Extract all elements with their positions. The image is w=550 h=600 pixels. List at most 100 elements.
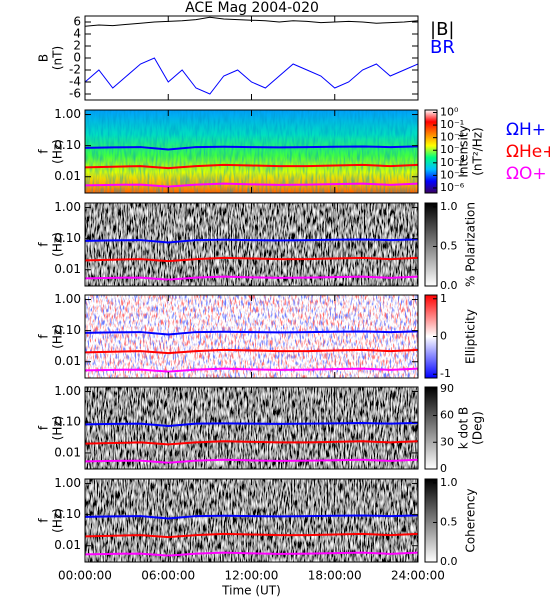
colorbar-tick-label: 0 bbox=[440, 462, 447, 475]
legend-entry: ΩHe+ bbox=[506, 142, 550, 162]
colorbar-label: (nT²/Hz) bbox=[471, 127, 485, 175]
y-tick-label: 0 bbox=[73, 51, 81, 65]
series-line bbox=[85, 256, 418, 263]
colorbar-tick-label: 0 bbox=[440, 330, 447, 343]
series-line bbox=[85, 367, 418, 373]
series-line bbox=[85, 440, 418, 446]
colorbar-tick-label: 10⁻⁶ bbox=[440, 181, 465, 194]
series-line bbox=[85, 330, 418, 336]
series-line bbox=[85, 348, 418, 355]
series-line bbox=[85, 458, 418, 464]
x-tick-label: 24:00:00 bbox=[391, 569, 445, 583]
y-tick-label: 6 bbox=[73, 15, 81, 29]
y-tick-label: 1.00 bbox=[54, 292, 81, 306]
spectrogram-texture bbox=[85, 110, 418, 193]
x-tick-label: 06:00:00 bbox=[141, 569, 195, 583]
y-tick-label: 0.10 bbox=[54, 507, 81, 521]
colorbar-tick-label: 10⁻² bbox=[440, 131, 464, 144]
spectrogram-texture bbox=[85, 479, 418, 562]
y-tick-label: 0.01 bbox=[54, 354, 81, 368]
x-tick-label: 12:00:00 bbox=[225, 569, 279, 583]
chart-title: ACE Mag 2004-020 bbox=[185, 0, 319, 16]
y-tick-label: 1.00 bbox=[54, 107, 81, 121]
colorbar-tick-label: 30 bbox=[440, 435, 454, 448]
series-line bbox=[85, 421, 418, 428]
plot-frame bbox=[84, 15, 419, 101]
colorbar-tick-label: 10⁰ bbox=[440, 106, 459, 119]
y-tick-label: -2 bbox=[69, 63, 81, 77]
y-axis-label: (Hz) bbox=[51, 416, 65, 441]
x-tick-label: 18:00:00 bbox=[308, 569, 362, 583]
colorbar-tick-label: 10⁻⁴ bbox=[440, 156, 465, 169]
series-line bbox=[85, 514, 418, 520]
y-axis-label: f bbox=[37, 334, 51, 339]
legend-entry: |B| bbox=[430, 19, 454, 40]
colorbar bbox=[424, 386, 438, 470]
y-axis-label: (nT) bbox=[51, 46, 65, 70]
colorbar-tick-label: 1.0 bbox=[440, 476, 458, 489]
series-line bbox=[85, 163, 418, 170]
y-tick-label: 0.01 bbox=[54, 169, 81, 183]
colorbar-label: Intensity bbox=[457, 125, 471, 177]
y-tick-label: 2 bbox=[73, 39, 81, 53]
y-axis-label: f bbox=[37, 242, 51, 247]
series-line bbox=[85, 182, 418, 188]
y-tick-label: 0.10 bbox=[54, 415, 81, 429]
y-axis-label: f bbox=[37, 425, 51, 430]
x-axis-label: Time (UT) bbox=[221, 584, 281, 598]
colorbar-tick-label: 0.0 bbox=[440, 279, 458, 292]
spectrogram-texture bbox=[85, 295, 418, 378]
colorbar bbox=[424, 202, 438, 287]
colorbar-tick-label: 10⁻¹ bbox=[440, 118, 464, 131]
spectrogram-texture bbox=[85, 387, 418, 469]
y-axis-label: (Hz) bbox=[51, 324, 65, 349]
colorbar-tick-label: 1 bbox=[440, 292, 447, 305]
series-line bbox=[85, 551, 418, 557]
colorbar-label: (Deg) bbox=[471, 411, 485, 445]
y-axis-label: (Hz) bbox=[51, 508, 65, 533]
legend-entry: ΩO+ bbox=[506, 164, 547, 184]
colorbar-tick-label: -1 bbox=[440, 367, 451, 380]
y-axis-label: f bbox=[37, 149, 51, 154]
colorbar-label: % Polarization bbox=[464, 202, 478, 287]
series-line bbox=[85, 532, 418, 539]
y-tick-label: 1.00 bbox=[54, 200, 81, 214]
y-axis-label: f bbox=[37, 518, 51, 523]
y-axis-label: (Hz) bbox=[51, 139, 65, 164]
y-tick-label: 4 bbox=[73, 27, 81, 41]
colorbar-label: k dot B bbox=[457, 407, 471, 449]
colorbar-label: Coherency bbox=[464, 488, 478, 552]
x-tick-label: 00:00:00 bbox=[58, 569, 112, 583]
colorbar-label: Ellipticity bbox=[464, 309, 478, 364]
colorbar-tick-label: 90 bbox=[440, 382, 454, 395]
colorbar-tick-label: 60 bbox=[440, 409, 454, 422]
colorbar bbox=[424, 109, 438, 194]
colorbar-tick-label: 0.5 bbox=[440, 239, 458, 252]
series-line bbox=[85, 57, 418, 95]
y-tick-label: 0.01 bbox=[54, 538, 81, 552]
legend-entry: ΩH+ bbox=[506, 120, 546, 140]
y-tick-label: 0.10 bbox=[54, 231, 81, 245]
series-line bbox=[85, 238, 418, 244]
colorbar-tick-label: 0.0 bbox=[440, 555, 458, 568]
colorbar-tick-label: 10⁻⁵ bbox=[440, 168, 464, 181]
y-tick-label: 0.01 bbox=[54, 262, 81, 276]
colorbar-tick-label: 1.0 bbox=[440, 200, 458, 213]
y-tick-label: 1.00 bbox=[54, 384, 81, 398]
series-line bbox=[85, 145, 418, 151]
colorbar-tick-label: 0.5 bbox=[440, 515, 458, 528]
y-tick-label: 0.01 bbox=[54, 445, 81, 459]
colorbar-tick-label: 10⁻³ bbox=[440, 143, 464, 156]
y-tick-label: -4 bbox=[69, 75, 81, 89]
y-axis-label: (Hz) bbox=[51, 232, 65, 257]
y-tick-label: -6 bbox=[69, 87, 81, 101]
legend-entry: BR bbox=[430, 37, 455, 58]
spectrogram-texture bbox=[85, 203, 418, 286]
y-axis-label: B bbox=[37, 54, 51, 62]
colorbar bbox=[424, 478, 438, 563]
y-tick-label: 1.00 bbox=[54, 476, 81, 490]
y-tick-label: 0.10 bbox=[54, 323, 81, 337]
series-line bbox=[85, 275, 418, 281]
